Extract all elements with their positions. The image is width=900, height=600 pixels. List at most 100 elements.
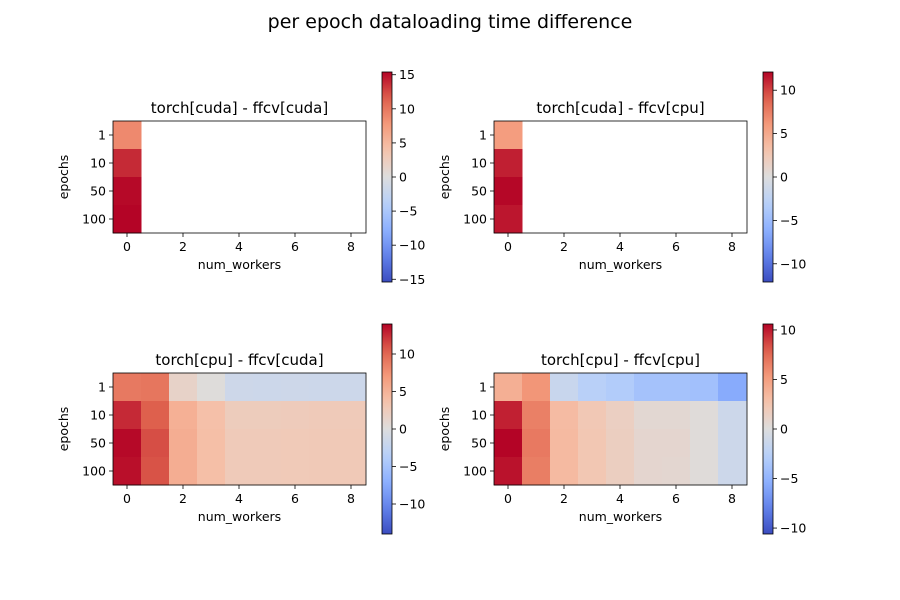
panel-0-title: torch[cuda] - ffcv[cuda] (151, 99, 328, 117)
panel-0-xtick-label: 8 (347, 239, 355, 254)
panel-2-cell-r3-c7 (309, 457, 338, 486)
panel-3-cell-r0-c3 (578, 373, 607, 402)
panel-0-ytick-label: 100 (82, 212, 106, 227)
panel-3-cell-r1-c6 (662, 401, 691, 430)
panel-3-ytick-label: 100 (463, 464, 487, 479)
panel-1-ylabel: epochs (437, 155, 452, 200)
panel-3-cell-r3-c1 (522, 457, 551, 486)
panel-2-cell-r1-c5 (253, 401, 282, 430)
panel-1-xtick-label: 4 (616, 239, 624, 254)
panel-2-cell-r0-c0 (113, 373, 142, 402)
panel-2-cell-r3-c6 (281, 457, 310, 486)
panel-2-xtick-label: 4 (235, 491, 243, 506)
panel-1-xtick-label: 0 (504, 239, 512, 254)
panel-0-xtick-label: 6 (291, 239, 299, 254)
panel-3-cell-r0-c5 (634, 373, 663, 402)
panel-2-ytick-label: 50 (90, 436, 106, 451)
panel-2-cell-r0-c5 (253, 373, 282, 402)
panel-3-colorbar-tick-label: −10 (780, 521, 806, 536)
panel-3-ylabel: epochs (437, 407, 452, 452)
panel-0-colorbar-tick-label: 5 (399, 135, 407, 150)
panel-2-colorbar-tick-label: 0 (399, 422, 407, 437)
panel-3-cell-r0-c2 (550, 373, 579, 402)
panel-3-cell-r2-c5 (634, 429, 663, 458)
panel-3-cell-r0-c8 (718, 373, 747, 402)
panel-1-title: torch[cuda] - ffcv[cpu] (536, 99, 704, 117)
panel-3-ytick-label: 10 (471, 408, 487, 423)
panel-2-cell-r2-c8 (337, 429, 366, 458)
panel-3-cell-r1-c0 (494, 401, 523, 430)
panel-1-cell-r1-c0 (494, 149, 523, 178)
panel-3-cell-r0-c7 (690, 373, 719, 402)
panel-2-cell-r0-c3 (197, 373, 226, 402)
panel-2-cell-r0-c1 (141, 373, 170, 402)
panel-0-ytick-label: 1 (98, 128, 106, 143)
panel-2-cell-r2-c5 (253, 429, 282, 458)
panel-0-xlabel: num_workers (198, 257, 281, 272)
panel-2-colorbar-tick-label: −10 (399, 497, 425, 512)
panel-1-cell-r0-c0 (494, 121, 523, 150)
panel-2-cell-r0-c4 (225, 373, 254, 402)
panel-3-xlabel: num_workers (579, 509, 662, 524)
panel-3-cell-r1-c1 (522, 401, 551, 430)
panel-3-colorbar-tick-label: 5 (780, 372, 788, 387)
panel-2-cell-r2-c6 (281, 429, 310, 458)
panel-2-cell-r1-c1 (141, 401, 170, 430)
panel-2-axes-frame (112, 372, 367, 486)
panel-3-cell-r2-c3 (578, 429, 607, 458)
panel-3-cell-r3-c8 (718, 457, 747, 486)
panel-1-ytick-label: 10 (471, 156, 487, 171)
panel-3-cell-r3-c6 (662, 457, 691, 486)
panel-3-cell-r3-c3 (578, 457, 607, 486)
panel-3-cell-r3-c0 (494, 457, 523, 486)
panel-2-colorbar (381, 323, 393, 535)
panel-1-colorbar-tick-label: 0 (780, 170, 788, 185)
panel-3-xtick-label: 8 (728, 491, 736, 506)
panel-0-colorbar-tick-label: 10 (399, 101, 415, 116)
panel-1-ytick-label: 50 (471, 184, 487, 199)
panel-3-xtick-label: 0 (504, 491, 512, 506)
panel-3-cell-r2-c6 (662, 429, 691, 458)
panel-3-cell-r2-c2 (550, 429, 579, 458)
panel-0-xtick-label: 0 (123, 239, 131, 254)
panel-2-cell-r0-c7 (309, 373, 338, 402)
panel-1-cell-r2-c0 (494, 177, 523, 206)
panel-2-cell-r1-c0 (113, 401, 142, 430)
panel-3-cell-r1-c5 (634, 401, 663, 430)
panel-1-xtick-label: 2 (560, 239, 568, 254)
panel-2-ytick-label: 1 (98, 380, 106, 395)
panel-3-cell-r1-c3 (578, 401, 607, 430)
panel-3-cell-r1-c2 (550, 401, 579, 430)
panel-0-colorbar-tick-label: −10 (399, 238, 425, 253)
panel-3-title: torch[cpu] - ffcv[cpu] (541, 351, 700, 369)
panel-3-colorbar (762, 323, 774, 535)
panel-2-xlabel: num_workers (198, 509, 281, 524)
panel-2-cell-r2-c4 (225, 429, 254, 458)
panel-0-axes-frame (112, 120, 367, 234)
panel-1-colorbar-tick-label: −10 (780, 256, 806, 271)
figure-suptitle: per epoch dataloading time difference (268, 11, 633, 33)
panel-2-ylabel: epochs (56, 407, 71, 452)
panel-1-colorbar (762, 71, 774, 283)
panel-2-cell-r3-c0 (113, 457, 142, 486)
panel-3-cell-r1-c4 (606, 401, 635, 430)
panel-2-cell-r3-c1 (141, 457, 170, 486)
panel-3-cell-r0-c0 (494, 373, 523, 402)
panel-3-xtick-label: 2 (560, 491, 568, 506)
panel-3-xtick-label: 6 (672, 491, 680, 506)
panel-0-colorbar-tick-label: −15 (399, 272, 425, 287)
panel-3-cell-r3-c4 (606, 457, 635, 486)
panel-2-cell-r1-c7 (309, 401, 338, 430)
panel-0-ytick-label: 50 (90, 184, 106, 199)
panel-3-cell-r1-c7 (690, 401, 719, 430)
panel-2-xtick-label: 6 (291, 491, 299, 506)
panel-0-cell-r2-c0 (113, 177, 142, 206)
panel-2-ytick-label: 10 (90, 408, 106, 423)
panel-3-colorbar-tick-label: −5 (780, 471, 798, 486)
panel-2-cell-r0-c8 (337, 373, 366, 402)
panel-2-xtick-label: 2 (179, 491, 187, 506)
